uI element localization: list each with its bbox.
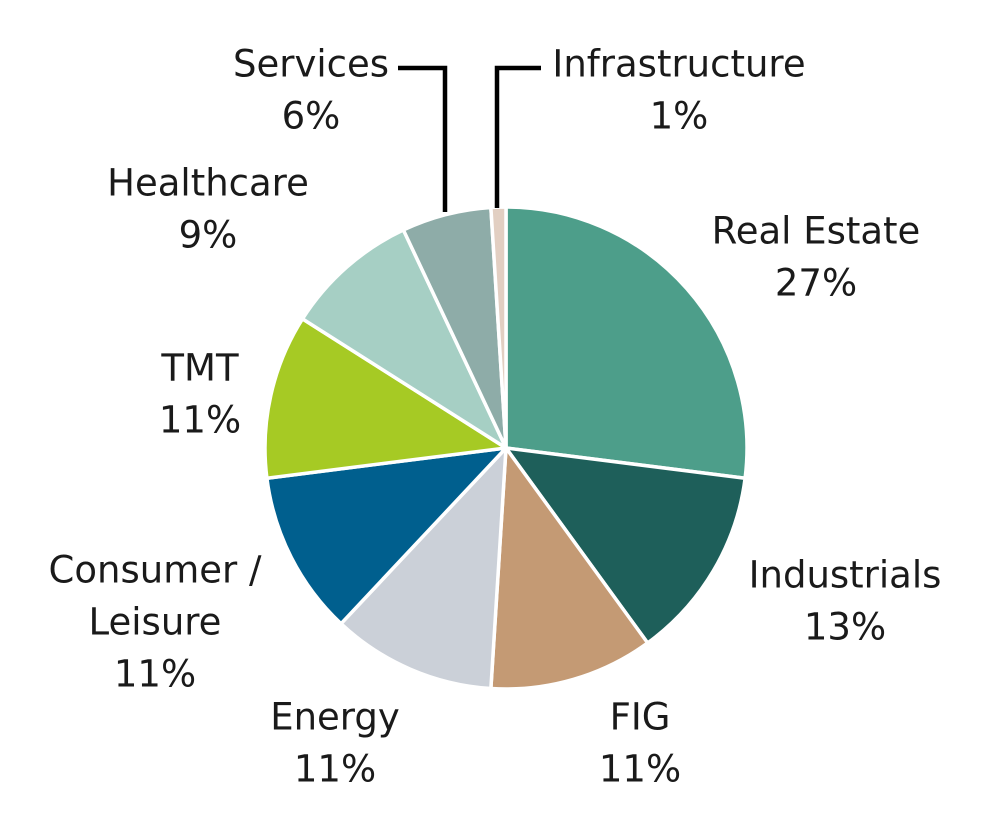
pie-slice-healthcare [300,228,508,450]
slice-label-industrials: Industrials 13% [749,554,942,649]
slice-label-real-estate: Real Estate 27% [712,210,921,305]
slice-label-energy: Energy 11% [270,696,400,791]
slice-label-tmt: TMT 11% [159,347,241,442]
slice-value-consumer-leisure: 11% [114,653,196,696]
leader-line-services [398,65,448,212]
slice-name-real-estate: Real Estate [712,210,921,253]
slice-label-fig: FIG 11% [599,696,681,791]
slice-value-healthcare: 9% [179,214,238,257]
slice-value-services: 6% [282,95,341,138]
pie-slice-tmt [263,317,508,480]
slice-value-industrials: 13% [804,606,886,649]
slice-name-consumer-leisure: Consumer / [49,549,262,592]
pie-slice-fig [489,446,650,691]
slice-name-healthcare: Healthcare [107,162,309,205]
slice-label-healthcare: Healthcare 9% [107,162,309,257]
slice-value-infrastructure: 1% [650,95,709,138]
slice-label-infrastructure: Infrastructure 1% [552,43,805,138]
slice-name-fig: FIG [610,696,671,739]
pie-slice-energy [339,446,508,691]
slice-value-fig: 11% [599,748,681,791]
slice-value-real-estate: 27% [775,262,857,305]
slice-label-consumer-leisure: Consumer / Leisure 11% [49,549,262,696]
pie-slice-real-estate [504,205,749,480]
slice-name-consumer-leisure: Leisure [89,601,222,644]
slice-name-infrastructure: Infrastructure [552,43,805,86]
slice-value-energy: 11% [294,748,376,791]
pie-slice-industrials [504,446,747,645]
slice-name-industrials: Industrials [749,554,942,597]
leader-line-infrastructure [494,65,541,208]
pie-slice-consumer-leisure [265,446,508,626]
slice-name-tmt: TMT [160,347,239,390]
slice-name-energy: Energy [270,696,400,739]
slice-label-services: Services 6% [233,43,389,138]
slice-name-services: Services [233,43,389,86]
slice-value-tmt: 11% [159,399,241,442]
